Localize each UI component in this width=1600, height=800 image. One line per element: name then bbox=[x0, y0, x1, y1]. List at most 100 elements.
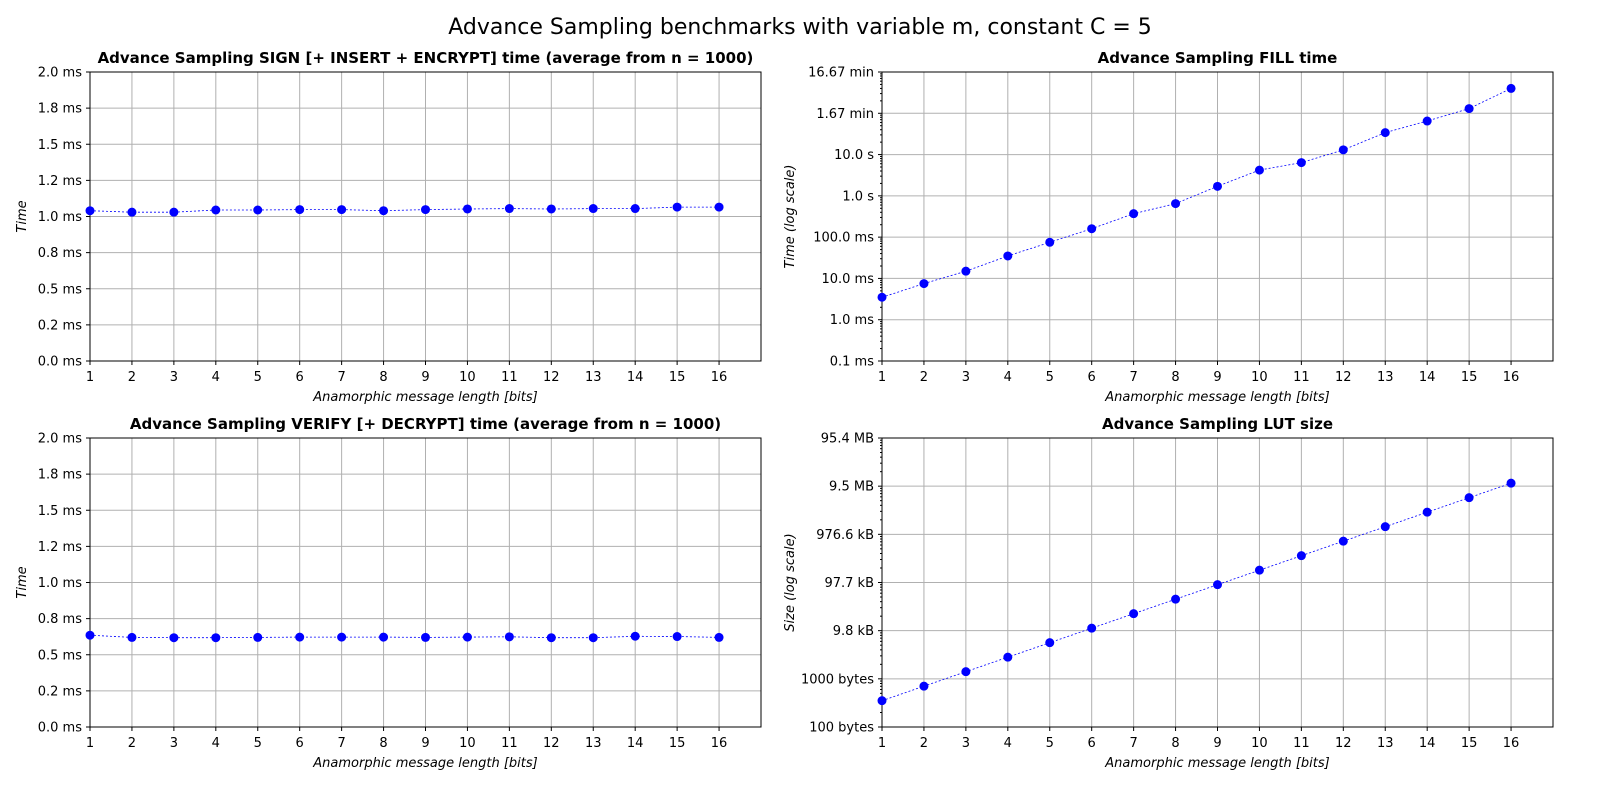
data-point bbox=[337, 205, 347, 215]
y-tick-label: 10.0 ms bbox=[821, 272, 874, 287]
x-tick-label: 1 bbox=[86, 370, 94, 385]
x-tick-label: 1 bbox=[878, 370, 886, 385]
chart-title: Advance Sampling SIGN [+ INSERT + ENCRYP… bbox=[98, 49, 754, 67]
data-point bbox=[1129, 609, 1139, 619]
x-tick-label: 8 bbox=[379, 736, 387, 751]
y-axis-label: Time bbox=[15, 566, 30, 598]
data-point bbox=[1380, 128, 1390, 138]
data-point bbox=[253, 205, 263, 215]
chart-title: Advance Sampling FILL time bbox=[1098, 49, 1338, 67]
y-tick-label: 0.0 ms bbox=[38, 355, 82, 370]
series-line bbox=[89, 206, 720, 213]
x-tick-label: 9 bbox=[1213, 370, 1221, 385]
y-tick-label: 1.5 ms bbox=[38, 504, 82, 519]
x-tick-label: 13 bbox=[585, 370, 602, 385]
x-tick-label: 4 bbox=[212, 736, 220, 751]
x-tick-label: 10 bbox=[1251, 736, 1268, 751]
y-tick-label: 2.0 ms bbox=[38, 66, 82, 81]
y-tick-label: 100.0 ms bbox=[813, 231, 874, 246]
x-tick-label: 1 bbox=[86, 736, 94, 751]
y-tick-label: 1.0 ms bbox=[38, 210, 82, 225]
x-tick-label: 3 bbox=[962, 370, 970, 385]
verify-time-chart: Advance Sampling VERIFY [+ DECRYPT] time… bbox=[15, 415, 762, 771]
data-point bbox=[588, 633, 598, 643]
x-tick-label: 8 bbox=[1171, 736, 1179, 751]
y-axis-label: Time (log scale) bbox=[783, 165, 798, 269]
x-tick-label: 7 bbox=[1129, 370, 1137, 385]
y-tick-label: 95.4 MB bbox=[821, 432, 874, 447]
data-point bbox=[1213, 181, 1222, 191]
x-axis-label: Anamorphic message length [bits] bbox=[1104, 756, 1329, 771]
plot-frame bbox=[89, 437, 762, 728]
series-line bbox=[881, 88, 1512, 298]
x-tick-label: 2 bbox=[128, 370, 136, 385]
y-tick-label: 1.8 ms bbox=[38, 468, 82, 483]
y-tick-label: 1.8 ms bbox=[38, 102, 82, 117]
x-tick-label: 16 bbox=[1503, 736, 1520, 751]
x-tick-label: 15 bbox=[669, 370, 686, 385]
x-tick-label: 13 bbox=[585, 736, 602, 751]
data-point bbox=[211, 633, 221, 643]
y-tick-label: 1.0 ms bbox=[38, 576, 82, 591]
x-tick-label: 9 bbox=[421, 370, 429, 385]
x-axis-label: Anamorphic message length [bits] bbox=[312, 390, 537, 405]
y-axis-label: Time bbox=[15, 200, 30, 232]
y-tick-label: 976.6 kB bbox=[816, 528, 874, 543]
x-tick-label: 11 bbox=[1293, 736, 1310, 751]
x-tick-label: 5 bbox=[1046, 736, 1054, 751]
data-point bbox=[1422, 116, 1432, 126]
data-point bbox=[714, 632, 724, 642]
y-tick-label: 0.2 ms bbox=[38, 684, 82, 699]
x-axis-label: Anamorphic message length [bits] bbox=[1104, 390, 1329, 405]
data-point bbox=[546, 633, 556, 643]
data-point bbox=[630, 631, 640, 641]
y-tick-label: 1.2 ms bbox=[38, 540, 82, 555]
y-tick-label: 0.8 ms bbox=[38, 246, 82, 261]
x-tick-label: 12 bbox=[543, 736, 560, 751]
y-tick-label: 0.2 ms bbox=[38, 318, 82, 333]
x-tick-label: 12 bbox=[1335, 736, 1352, 751]
x-tick-label: 13 bbox=[1377, 370, 1394, 385]
x-tick-label: 10 bbox=[459, 736, 476, 751]
data-point bbox=[714, 202, 724, 212]
data-point bbox=[1296, 158, 1306, 168]
data-point bbox=[1254, 565, 1264, 575]
data-point bbox=[588, 204, 598, 214]
data-point bbox=[127, 632, 137, 642]
data-point bbox=[1338, 145, 1348, 155]
y-axis-label: Size (log scale) bbox=[783, 533, 798, 631]
data-point bbox=[462, 204, 472, 214]
data-point bbox=[504, 632, 514, 642]
y-tick-label: 9.5 MB bbox=[829, 480, 874, 495]
y-tick-label: 1.67 min bbox=[816, 107, 874, 122]
x-tick-label: 7 bbox=[337, 736, 345, 751]
data-point bbox=[672, 202, 682, 212]
y-tick-label: 0.5 ms bbox=[38, 648, 82, 663]
data-point bbox=[127, 207, 137, 217]
data-point bbox=[504, 204, 514, 214]
data-point bbox=[630, 204, 640, 214]
data-point bbox=[85, 630, 95, 640]
x-tick-label: 11 bbox=[1293, 370, 1310, 385]
data-point bbox=[546, 204, 556, 214]
data-point bbox=[85, 206, 95, 216]
data-point bbox=[1003, 652, 1013, 662]
data-point bbox=[1338, 536, 1348, 546]
data-point bbox=[672, 632, 682, 642]
x-tick-label: 5 bbox=[254, 370, 262, 385]
y-tick-label: 2.0 ms bbox=[38, 432, 82, 447]
x-tick-label: 7 bbox=[337, 370, 345, 385]
data-point bbox=[295, 205, 305, 215]
data-point bbox=[1422, 507, 1432, 517]
series-line bbox=[89, 634, 720, 639]
y-tick-label: 9.8 kB bbox=[833, 624, 874, 639]
x-tick-label: 13 bbox=[1377, 736, 1394, 751]
x-tick-label: 15 bbox=[1461, 736, 1478, 751]
data-point bbox=[919, 279, 929, 289]
data-point bbox=[877, 292, 887, 302]
chart-title: Advance Sampling VERIFY [+ DECRYPT] time… bbox=[130, 415, 721, 433]
x-tick-label: 4 bbox=[212, 370, 220, 385]
fill-time-chart: Advance Sampling FILL time Anamorphic me… bbox=[783, 49, 1554, 405]
x-tick-label: 2 bbox=[920, 736, 928, 751]
x-tick-label: 10 bbox=[1251, 370, 1268, 385]
